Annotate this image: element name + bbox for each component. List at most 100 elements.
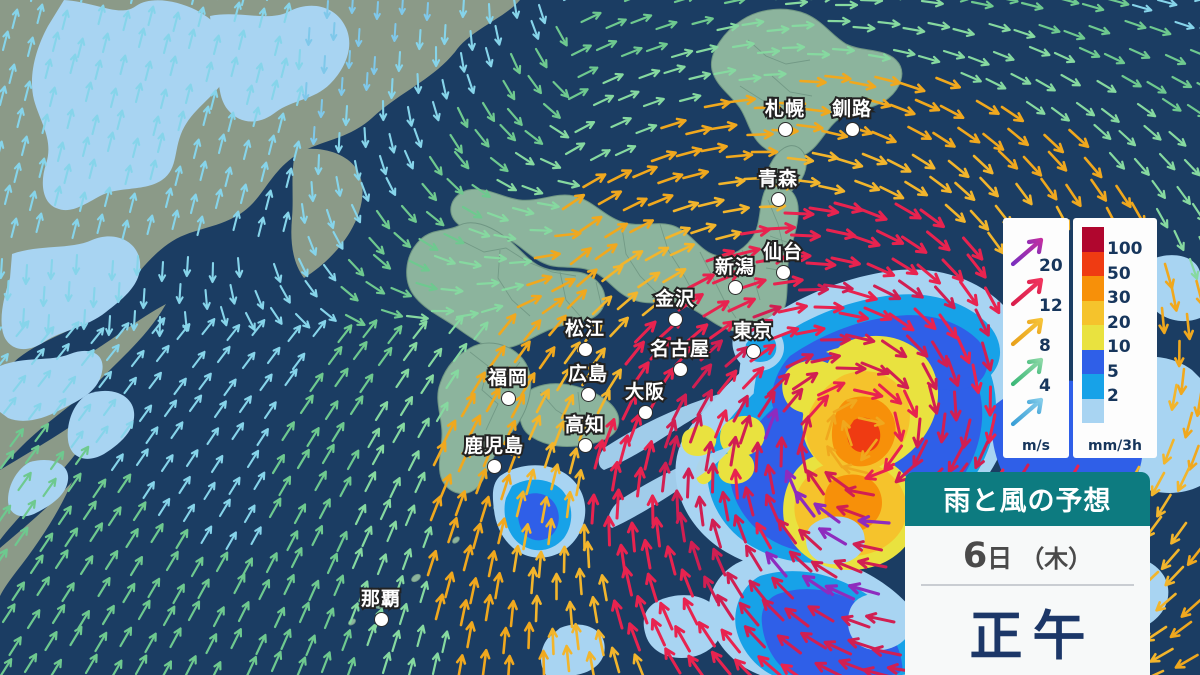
wind-arrow (84, 81, 94, 103)
wind-arrow (30, 348, 45, 366)
wind-arrow (456, 106, 469, 128)
wind-arrow (483, 594, 494, 622)
wind-arrow (63, 163, 72, 185)
wind-legend-arrows (1010, 237, 1044, 427)
wind-arrow (824, 471, 850, 491)
wind-arrow (348, 0, 356, 14)
wind-arrow (836, 504, 866, 519)
wind-arrow (128, 192, 138, 214)
wind-arrow (243, 504, 256, 524)
wind-arrow (521, 184, 544, 196)
wind-arrow (1020, 1, 1044, 11)
wind-arrow (589, 149, 611, 162)
wind-arrow (175, 282, 184, 305)
wind-arrow (84, 653, 98, 675)
wind-arrow (784, 607, 810, 628)
wind-arrow (460, 393, 476, 418)
wind-arrow (117, 473, 132, 494)
wind-arrow (145, 426, 159, 445)
wind-arrow (446, 177, 464, 195)
wind-arrow (679, 568, 694, 598)
wind-arrow (29, 554, 44, 575)
wind-arrow (529, 226, 553, 235)
wind-arrow (137, 599, 151, 621)
wind-arrow (10, 217, 19, 239)
wind-arrow (308, 180, 317, 203)
wind-arrow (542, 102, 561, 119)
wind-arrow (1075, 101, 1096, 117)
wind-arrow (857, 557, 888, 569)
rain-legend-swatch (1082, 398, 1104, 423)
wind-arrow (298, 601, 311, 624)
wind-arrow (537, 3, 547, 25)
wind-legend-arrowhead (1026, 317, 1044, 335)
wind-arrow (749, 343, 776, 363)
wind-arrow (806, 50, 831, 59)
wind-arrow (899, 81, 926, 94)
wind-arrow (246, 449, 260, 469)
wind-arrow (641, 297, 664, 317)
rain-legend-label: 5 (1107, 361, 1119, 382)
wind-arrow (387, 325, 403, 345)
wind-arrow (798, 528, 822, 551)
wind-arrow (665, 226, 691, 240)
wind-arrow (440, 23, 449, 46)
wind-arrow (483, 253, 507, 263)
wind-arrow (898, 279, 924, 299)
wind-arrow (705, 248, 735, 263)
wind-legend-unit: m/s (1021, 438, 1051, 454)
wind-arrow (263, 401, 277, 420)
wind-legend-arrow (1010, 277, 1044, 307)
wind-arrow (445, 369, 460, 390)
wind-arrow (210, 454, 224, 474)
wind-arrow (233, 573, 246, 595)
wind-arrow (1183, 312, 1194, 341)
wind-arrow (38, 157, 47, 179)
wind-arrow (523, 319, 542, 342)
wind-arrow (622, 197, 648, 212)
wind-arrow (668, 435, 681, 466)
wind-arrow (442, 419, 457, 445)
wind-arrow (286, 530, 299, 552)
wind-arrow (0, 313, 3, 332)
wind-arrow (489, 156, 509, 173)
wind-arrow (687, 273, 715, 290)
wind-arrow (936, 412, 949, 444)
wind-arrow (493, 233, 517, 242)
wind-arrow (1146, 80, 1167, 94)
wind-arrow (271, 454, 285, 475)
wind-arrow (147, 577, 161, 599)
wind-arrow (1164, 565, 1185, 587)
wind-arrow (917, 54, 941, 65)
wind-arrow (266, 346, 281, 365)
wind-arrow (883, 444, 903, 471)
wind-arrow (367, 427, 381, 449)
wind-arrow (39, 285, 48, 308)
wind-arrow (601, 264, 624, 283)
wind-arrow (1155, 592, 1177, 612)
wind-arrow (606, 368, 622, 393)
wind-arrow (802, 574, 831, 595)
wind-arrow (959, 0, 969, 3)
wind-arrow (660, 117, 687, 130)
wind-arrow (370, 56, 378, 75)
wind-arrow (378, 154, 388, 176)
wind-arrow (393, 231, 412, 249)
wind-arrow (131, 137, 141, 159)
wind-arrow (785, 353, 814, 369)
wind-arrow (299, 202, 308, 224)
wind-arrow (921, 362, 938, 391)
wind-arrow (527, 74, 542, 95)
wind-arrow (579, 215, 603, 233)
wind-arrow (1015, 182, 1033, 206)
wind-arrow (229, 283, 238, 305)
wind-arrow (280, 628, 292, 651)
wind-arrow (651, 516, 664, 548)
wind-arrow (1168, 383, 1179, 411)
wind-arrow (848, 289, 878, 303)
wind-arrow (1149, 25, 1172, 37)
wind-arrow (567, 88, 589, 101)
wind-arrow (589, 596, 600, 624)
wind-arrow (283, 574, 295, 596)
wind-arrow (946, 357, 961, 387)
